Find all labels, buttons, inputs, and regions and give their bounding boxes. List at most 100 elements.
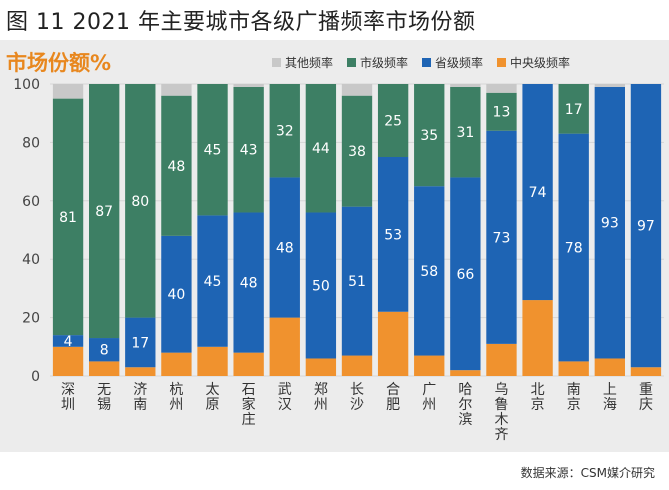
figure-title: 图 11 2021 年主要城市各级广播频率市场份额: [6, 10, 476, 35]
bar-central-3: [161, 352, 192, 376]
y-tick-label-60: 60: [22, 194, 40, 210]
y-tick-label-20: 20: [22, 311, 40, 327]
bar-central-12: [486, 343, 517, 376]
bar-central-0: [52, 346, 84, 376]
y-tick-label-40: 40: [22, 252, 40, 268]
data-label-municipal-8: 38: [348, 144, 366, 160]
legend-swatch-provincial: [422, 58, 432, 67]
x-tick-label-16: 重庆: [639, 382, 653, 413]
bar-other-3: [161, 84, 192, 96]
bar-central-2: [125, 367, 156, 376]
bar-provincial-9: [377, 157, 409, 312]
bar-provincial-7: [305, 212, 337, 359]
data-label-provincial-16: 97: [637, 219, 655, 235]
data-label-municipal-12: 13: [493, 105, 511, 121]
x-tick-label-10: 广州: [422, 382, 436, 413]
x-tick-label-2: 济南: [133, 382, 147, 413]
data-label-provincial-6: 48: [276, 241, 294, 257]
bar-municipal-5: [233, 86, 264, 213]
bar-municipal-1: [89, 84, 120, 339]
bar-other-12: [486, 84, 517, 93]
x-tick-label-15: 上海: [603, 382, 617, 413]
data-label-municipal-3: 48: [167, 159, 185, 175]
bar-other-5: [233, 84, 264, 87]
bar-provincial-6: [269, 177, 300, 318]
y-tick-label-100: 100: [13, 77, 40, 93]
bar-municipal-11: [450, 86, 481, 178]
bar-provincial-12: [486, 130, 517, 344]
data-label-municipal-1: 87: [95, 204, 113, 220]
bar-central-14: [558, 361, 589, 376]
bar-provincial-2: [125, 317, 156, 368]
y-tick-label-0: 0: [31, 369, 40, 385]
bar-central-5: [233, 352, 264, 376]
legend-label-central: 中央级频率: [510, 56, 571, 70]
data-label-provincial-0: 4: [64, 334, 73, 350]
bar-central-7: [305, 358, 337, 376]
legend-swatch-municipal: [347, 58, 357, 67]
data-label-municipal-11: 31: [456, 125, 474, 141]
data-label-provincial-11: 66: [456, 267, 474, 283]
bar-provincial-16: [630, 84, 662, 368]
bar-central-9: [377, 311, 409, 376]
data-label-municipal-14: 17: [565, 102, 583, 118]
data-label-provincial-8: 51: [348, 274, 366, 290]
bar-provincial-8: [341, 206, 373, 356]
bar-central-4: [197, 346, 228, 376]
bar-provincial-3: [161, 235, 192, 353]
bar-municipal-12: [486, 92, 517, 131]
bar-provincial-5: [233, 212, 264, 353]
bar-municipal-7: [305, 84, 337, 213]
legend-swatch-other: [272, 58, 281, 67]
legend-item-municipal: 市级频率: [347, 54, 408, 71]
x-tick-label-6: 武汉: [278, 382, 292, 413]
bar-municipal-0: [52, 98, 84, 336]
legend-item-provincial: 省级频率: [422, 54, 483, 71]
bar-central-8: [341, 355, 373, 376]
data-label-provincial-15: 93: [601, 216, 619, 232]
bar-municipal-3: [161, 95, 192, 236]
data-label-provincial-5: 48: [240, 276, 258, 292]
source-note: 数据来源：CSM媒介研究: [520, 466, 655, 480]
bar-provincial-14: [558, 133, 589, 362]
data-label-municipal-9: 25: [384, 114, 402, 130]
legend-label-municipal: 市级频率: [360, 56, 409, 70]
bar-municipal-8: [341, 95, 373, 207]
y-tick-label-80: 80: [22, 135, 40, 151]
bar-provincial-10: [414, 186, 445, 356]
data-label-municipal-5: 43: [240, 143, 258, 159]
bar-central-13: [522, 300, 553, 376]
legend-swatch-central: [497, 58, 507, 67]
data-label-provincial-12: 73: [493, 230, 511, 246]
data-label-provincial-3: 40: [167, 287, 185, 303]
bar-other-8: [341, 84, 373, 96]
bar-other-0: [52, 84, 84, 99]
bar-municipal-9: [377, 84, 409, 157]
chart-legend: 其他频率 市级频率 省级频率 中央级频率: [272, 54, 570, 71]
bar-central-11: [450, 370, 481, 376]
data-label-provincial-14: 78: [565, 241, 583, 257]
data-label-provincial-9: 53: [384, 227, 402, 243]
stacked-bar-chart: 0 20 40 60 80 100 4 81 深圳 8 87 无锡 17 80 济南 40 48 杭州 45 45 太原…: [13, 77, 664, 443]
legend-label-provincial: 省级频率: [435, 56, 484, 70]
bar-municipal-10: [414, 84, 445, 187]
bar-central-15: [594, 358, 625, 376]
bar-provincial-15: [594, 86, 625, 359]
bar-other-11: [450, 84, 481, 87]
bar-provincial-1: [89, 338, 120, 362]
data-label-municipal-4: 45: [204, 143, 222, 159]
x-tick-label-0: 深圳: [61, 382, 75, 413]
data-label-municipal-0: 81: [59, 210, 77, 226]
data-label-provincial-1: 8: [100, 343, 109, 359]
bar-central-16: [630, 367, 662, 376]
data-label-provincial-10: 58: [420, 264, 438, 280]
x-tick-label-5: 石家庄: [242, 382, 256, 428]
x-tick-label-7: 郑州: [314, 382, 328, 413]
bar-municipal-14: [558, 84, 589, 134]
chart-title: 市场份额%: [6, 51, 112, 75]
data-label-provincial-7: 50: [312, 278, 330, 294]
bar-provincial-0: [52, 335, 84, 347]
bar-provincial-13: [522, 84, 553, 301]
legend-item-other: 其他频率: [272, 54, 333, 71]
x-tick-label-4: 太原: [206, 382, 220, 413]
